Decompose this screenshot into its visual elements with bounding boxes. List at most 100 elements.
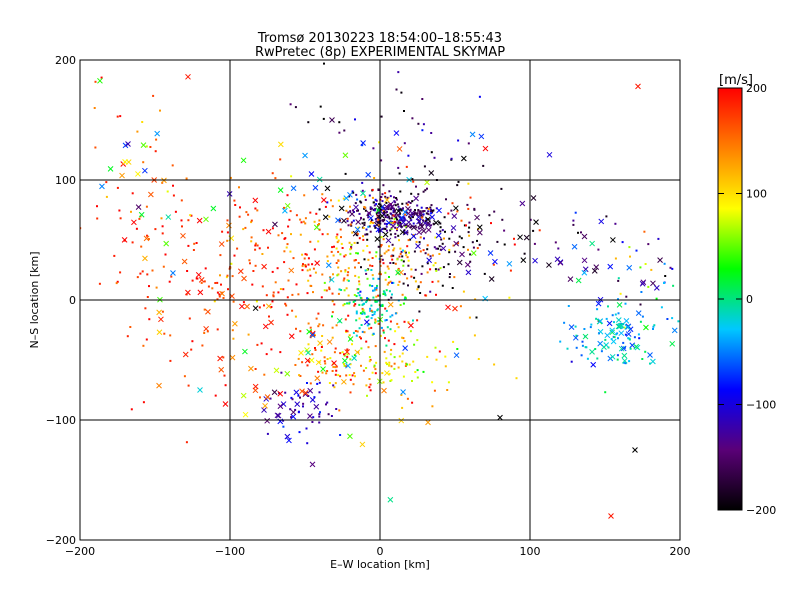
data-point (390, 365, 393, 368)
data-point (409, 226, 412, 229)
data-point (192, 249, 195, 251)
data-point (352, 383, 355, 386)
data-point (353, 294, 356, 296)
data-point (431, 254, 434, 257)
data-point (154, 228, 157, 231)
data-point (366, 299, 368, 302)
data-point (161, 232, 164, 235)
data-point-x (282, 207, 288, 214)
data-point (325, 289, 328, 292)
data-point-x (469, 131, 476, 138)
data-point-x (294, 401, 301, 407)
data-point (393, 343, 396, 346)
data-point (216, 298, 219, 301)
data-point-x (359, 441, 366, 448)
data-point (430, 212, 433, 215)
data-point (409, 238, 412, 241)
data-point (370, 309, 373, 312)
data-point (399, 252, 402, 255)
data-point (358, 336, 361, 339)
data-point-x (385, 220, 392, 226)
data-point (424, 189, 427, 192)
data-point (256, 244, 259, 247)
data-point (310, 285, 313, 287)
data-point-x (418, 210, 424, 217)
data-point-x (158, 316, 164, 323)
data-point (221, 230, 224, 233)
data-point (145, 205, 148, 208)
data-point (387, 339, 390, 342)
data-point (456, 348, 459, 350)
data-point (403, 273, 406, 276)
data-point (501, 218, 504, 221)
data-point (416, 369, 419, 372)
data-point (404, 251, 407, 254)
data-point (404, 296, 407, 299)
data-point-x (384, 197, 390, 203)
data-point-x (415, 243, 421, 250)
data-point (306, 442, 309, 445)
data-point (180, 219, 183, 222)
data-point (262, 229, 265, 232)
data-point (446, 389, 449, 391)
data-point (423, 165, 426, 168)
data-point (397, 224, 399, 226)
data-point-x (290, 409, 297, 416)
data-point (393, 215, 396, 218)
data-point (467, 142, 470, 145)
data-point (256, 343, 259, 346)
data-point (203, 280, 206, 283)
data-point-x (309, 332, 316, 338)
data-point (354, 375, 356, 378)
data-point (321, 335, 324, 337)
data-point (377, 322, 380, 325)
data-point-x (210, 205, 217, 212)
data-point (394, 232, 397, 235)
data-point (462, 246, 465, 249)
data-point-x (589, 240, 596, 247)
data-point (333, 386, 336, 389)
data-point-x (597, 318, 604, 324)
data-point (392, 214, 395, 217)
data-point (426, 187, 428, 190)
data-point (468, 221, 471, 224)
data-point (332, 273, 334, 276)
data-point (429, 268, 432, 271)
data-point-x (377, 227, 384, 234)
data-point (324, 362, 327, 365)
data-point (408, 363, 411, 366)
data-point (346, 220, 349, 223)
x-tick-label: 100 (520, 545, 541, 558)
data-point (272, 294, 275, 297)
data-point (434, 268, 437, 271)
data-point-x (180, 232, 186, 239)
data-point (439, 226, 442, 229)
data-point (238, 186, 240, 189)
data-point (387, 281, 390, 284)
data-point-x (418, 223, 425, 230)
data-point-x (398, 214, 405, 221)
data-point-x (148, 191, 154, 198)
data-point (429, 255, 432, 258)
data-point (351, 374, 354, 377)
data-point (238, 215, 241, 218)
data-point-x (608, 513, 614, 519)
data-point (374, 320, 377, 323)
data-point (354, 202, 357, 205)
data-point (384, 307, 387, 310)
data-point-x (572, 334, 579, 341)
data-point (371, 285, 374, 287)
data-point (417, 219, 420, 222)
data-point (399, 190, 402, 193)
data-point (291, 309, 294, 312)
data-point (415, 240, 418, 243)
data-point-x (170, 270, 176, 276)
data-point (139, 272, 142, 275)
data-point-x (205, 308, 211, 315)
data-point (390, 348, 393, 351)
data-point (438, 245, 441, 248)
data-point (339, 375, 342, 378)
data-point-x (582, 333, 589, 340)
data-point-x (232, 320, 238, 327)
data-point (405, 363, 408, 366)
